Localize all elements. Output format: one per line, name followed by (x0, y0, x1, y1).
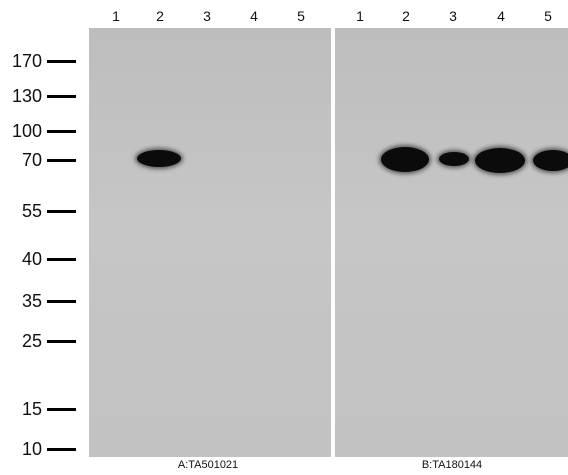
marker-label: 10 (21, 439, 42, 459)
lane-label-a-2: 2 (156, 8, 164, 24)
band-b-lane-2 (381, 147, 429, 172)
marker-25: 25 (0, 332, 80, 350)
marker-tick (47, 408, 76, 411)
marker-label: 170 (11, 51, 42, 71)
marker-tick (47, 448, 76, 451)
marker-130: 130 (0, 87, 80, 105)
marker-tick (47, 340, 76, 343)
lane-label-b-1: 1 (356, 8, 364, 24)
marker-label: 130 (11, 86, 42, 106)
marker-label: 70 (21, 150, 42, 170)
band-a-lane-2 (137, 150, 181, 167)
band-b-lane-4 (475, 148, 525, 173)
marker-label: 40 (21, 249, 42, 269)
marker-label: 100 (11, 121, 42, 141)
marker-label: 35 (21, 291, 42, 311)
lane-label-b-3: 3 (449, 8, 457, 24)
lane-label-b-5: 5 (544, 8, 552, 24)
marker-55: 55 (0, 202, 80, 220)
band-b-lane-5 (533, 150, 568, 171)
marker-10: 10 (0, 440, 80, 458)
marker-tick (47, 258, 76, 261)
marker-label: 25 (21, 331, 42, 351)
lane-label-a-1: 1 (112, 8, 120, 24)
marker-170: 170 (0, 52, 80, 70)
marker-15: 15 (0, 400, 80, 418)
marker-40: 40 (0, 250, 80, 268)
panel-caption-b: B:TA180144 (421, 459, 483, 471)
lane-label-b-4: 4 (497, 8, 505, 24)
marker-tick (47, 60, 76, 63)
panel-caption-a: A:TA501021 (177, 459, 239, 471)
marker-label: 15 (21, 399, 42, 419)
blot-panel-a (89, 28, 331, 457)
marker-label: 55 (21, 201, 42, 221)
marker-tick (47, 130, 76, 133)
lane-label-b-2: 2 (402, 8, 410, 24)
marker-tick (47, 210, 76, 213)
lane-label-a-4: 4 (250, 8, 258, 24)
marker-70: 70 (0, 151, 80, 169)
lane-label-a-3: 3 (203, 8, 211, 24)
marker-tick (47, 95, 76, 98)
marker-35: 35 (0, 292, 80, 310)
lane-label-a-5: 5 (297, 8, 305, 24)
blot-panel-b (335, 28, 568, 457)
band-b-lane-3 (439, 152, 469, 166)
marker-100: 100 (0, 122, 80, 140)
marker-tick (47, 300, 76, 303)
marker-tick (47, 159, 76, 162)
